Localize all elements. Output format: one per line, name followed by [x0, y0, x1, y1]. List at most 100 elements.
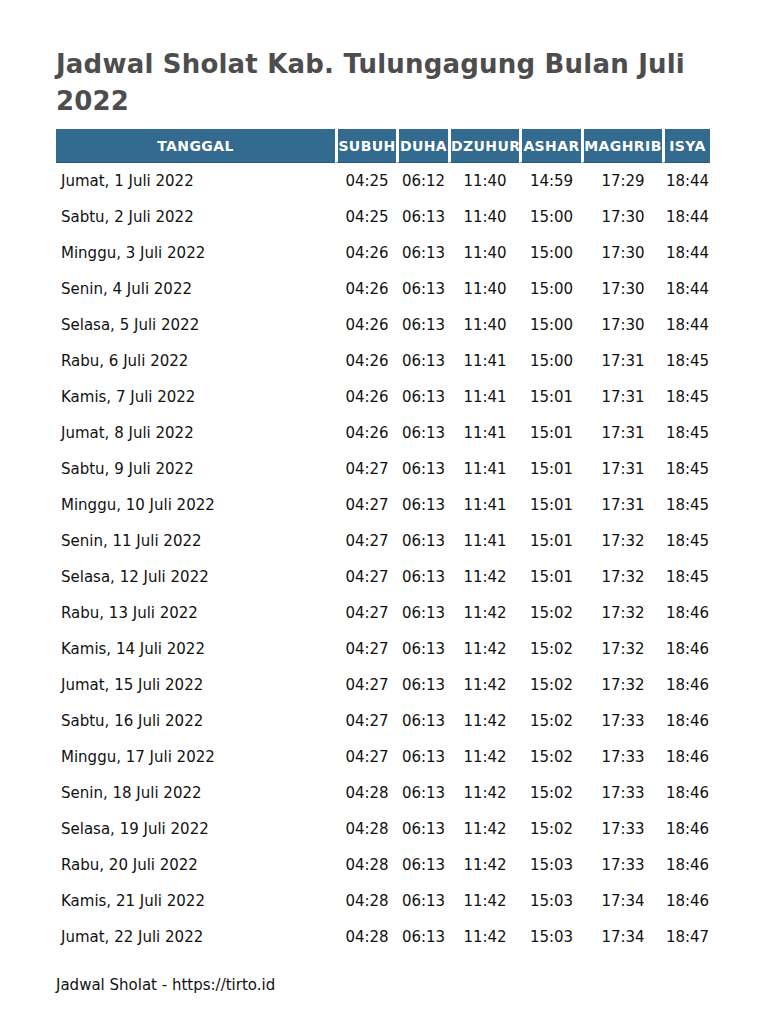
dzuhur-time-cell: 11:42 — [448, 847, 519, 883]
page-title: Jadwal Sholat Kab. Tulungagung Bulan Jul… — [56, 46, 746, 120]
subuh-time-cell: 04:27 — [335, 739, 396, 775]
subuh-time-cell: 04:28 — [335, 811, 396, 847]
dzuhur-time-cell: 11:42 — [448, 775, 519, 811]
isya-time-cell: 18:44 — [662, 235, 710, 271]
table-row: Rabu, 13 Juli 2022 04:27 06:13 11:42 15:… — [56, 595, 710, 631]
ashar-time-cell: 15:01 — [519, 379, 581, 415]
isya-time-cell: 18:47 — [662, 919, 710, 955]
duha-time-cell: 06:13 — [396, 307, 448, 343]
column-header-ashar: ASHAR — [519, 129, 581, 163]
date-cell: Senin, 11 Juli 2022 — [56, 523, 335, 559]
isya-time-cell: 18:45 — [662, 487, 710, 523]
maghrib-time-cell: 17:32 — [581, 631, 662, 667]
isya-time-cell: 18:45 — [662, 559, 710, 595]
maghrib-time-cell: 17:32 — [581, 667, 662, 703]
duha-time-cell: 06:13 — [396, 775, 448, 811]
table-row: Sabtu, 2 Juli 2022 04:25 06:13 11:40 15:… — [56, 199, 710, 235]
ashar-time-cell: 15:03 — [519, 847, 581, 883]
isya-time-cell: 18:45 — [662, 451, 710, 487]
duha-time-cell: 06:13 — [396, 631, 448, 667]
ashar-time-cell: 15:02 — [519, 811, 581, 847]
ashar-time-cell: 15:03 — [519, 883, 581, 919]
ashar-time-cell: 15:01 — [519, 487, 581, 523]
duha-time-cell: 06:13 — [396, 559, 448, 595]
column-header-maghrib: MAGHRIB — [581, 129, 662, 163]
maghrib-time-cell: 17:30 — [581, 199, 662, 235]
duha-time-cell: 06:13 — [396, 451, 448, 487]
column-header-subuh: SUBUH — [335, 129, 396, 163]
duha-time-cell: 06:13 — [396, 379, 448, 415]
dzuhur-time-cell: 11:41 — [448, 523, 519, 559]
maghrib-time-cell: 17:29 — [581, 163, 662, 199]
prayer-schedule-table: TANGGAL SUBUH DUHA DZUHUR ASHAR MAGHRIB … — [56, 129, 710, 955]
subuh-time-cell: 04:25 — [335, 163, 396, 199]
dzuhur-time-cell: 11:41 — [448, 379, 519, 415]
table-row: Jumat, 8 Juli 2022 04:26 06:13 11:41 15:… — [56, 415, 710, 451]
maghrib-time-cell: 17:34 — [581, 919, 662, 955]
subuh-time-cell: 04:27 — [335, 523, 396, 559]
duha-time-cell: 06:13 — [396, 703, 448, 739]
date-cell: Rabu, 13 Juli 2022 — [56, 595, 335, 631]
ashar-time-cell: 15:00 — [519, 271, 581, 307]
date-cell: Sabtu, 16 Juli 2022 — [56, 703, 335, 739]
subuh-time-cell: 04:26 — [335, 235, 396, 271]
duha-time-cell: 06:13 — [396, 415, 448, 451]
ashar-time-cell: 15:02 — [519, 631, 581, 667]
ashar-time-cell: 15:01 — [519, 451, 581, 487]
subuh-time-cell: 04:27 — [335, 631, 396, 667]
date-cell: Sabtu, 2 Juli 2022 — [56, 199, 335, 235]
maghrib-time-cell: 17:31 — [581, 343, 662, 379]
table-row: Senin, 18 Juli 2022 04:28 06:13 11:42 15… — [56, 775, 710, 811]
subuh-time-cell: 04:27 — [335, 595, 396, 631]
table-row: Jumat, 1 Juli 2022 04:25 06:12 11:40 14:… — [56, 163, 710, 199]
date-cell: Rabu, 20 Juli 2022 — [56, 847, 335, 883]
maghrib-time-cell: 17:31 — [581, 487, 662, 523]
maghrib-time-cell: 17:34 — [581, 883, 662, 919]
table-row: Jumat, 15 Juli 2022 04:27 06:13 11:42 15… — [56, 667, 710, 703]
subuh-time-cell: 04:27 — [335, 559, 396, 595]
table-row: Minggu, 17 Juli 2022 04:27 06:13 11:42 1… — [56, 739, 710, 775]
isya-time-cell: 18:46 — [662, 883, 710, 919]
duha-time-cell: 06:13 — [396, 199, 448, 235]
date-cell: Jumat, 15 Juli 2022 — [56, 667, 335, 703]
ashar-time-cell: 15:02 — [519, 775, 581, 811]
ashar-time-cell: 15:01 — [519, 415, 581, 451]
table-row: Rabu, 20 Juli 2022 04:28 06:13 11:42 15:… — [56, 847, 710, 883]
subuh-time-cell: 04:28 — [335, 775, 396, 811]
date-cell: Jumat, 8 Juli 2022 — [56, 415, 335, 451]
subuh-time-cell: 04:28 — [335, 883, 396, 919]
maghrib-time-cell: 17:31 — [581, 379, 662, 415]
table-row: Kamis, 14 Juli 2022 04:27 06:13 11:42 15… — [56, 631, 710, 667]
isya-time-cell: 18:46 — [662, 595, 710, 631]
isya-time-cell: 18:44 — [662, 271, 710, 307]
table-row: Senin, 11 Juli 2022 04:27 06:13 11:41 15… — [56, 523, 710, 559]
subuh-time-cell: 04:27 — [335, 451, 396, 487]
duha-time-cell: 06:13 — [396, 811, 448, 847]
dzuhur-time-cell: 11:40 — [448, 235, 519, 271]
subuh-time-cell: 04:25 — [335, 199, 396, 235]
table-row: Selasa, 5 Juli 2022 04:26 06:13 11:40 15… — [56, 307, 710, 343]
maghrib-time-cell: 17:32 — [581, 559, 662, 595]
date-cell: Jumat, 1 Juli 2022 — [56, 163, 335, 199]
maghrib-time-cell: 17:33 — [581, 811, 662, 847]
isya-time-cell: 18:45 — [662, 379, 710, 415]
duha-time-cell: 06:13 — [396, 343, 448, 379]
ashar-time-cell: 15:01 — [519, 559, 581, 595]
duha-time-cell: 06:13 — [396, 595, 448, 631]
dzuhur-time-cell: 11:40 — [448, 163, 519, 199]
dzuhur-time-cell: 11:42 — [448, 703, 519, 739]
table-row: Selasa, 12 Juli 2022 04:27 06:13 11:42 1… — [56, 559, 710, 595]
subuh-time-cell: 04:26 — [335, 271, 396, 307]
subuh-time-cell: 04:27 — [335, 667, 396, 703]
page: Jadwal Sholat Kab. Tulungagung Bulan Jul… — [0, 0, 768, 994]
dzuhur-time-cell: 11:41 — [448, 415, 519, 451]
maghrib-time-cell: 17:30 — [581, 271, 662, 307]
maghrib-time-cell: 17:33 — [581, 775, 662, 811]
dzuhur-time-cell: 11:41 — [448, 343, 519, 379]
duha-time-cell: 06:13 — [396, 235, 448, 271]
dzuhur-time-cell: 11:40 — [448, 199, 519, 235]
ashar-time-cell: 15:02 — [519, 595, 581, 631]
date-cell: Rabu, 6 Juli 2022 — [56, 343, 335, 379]
ashar-time-cell: 15:03 — [519, 919, 581, 955]
isya-time-cell: 18:46 — [662, 739, 710, 775]
